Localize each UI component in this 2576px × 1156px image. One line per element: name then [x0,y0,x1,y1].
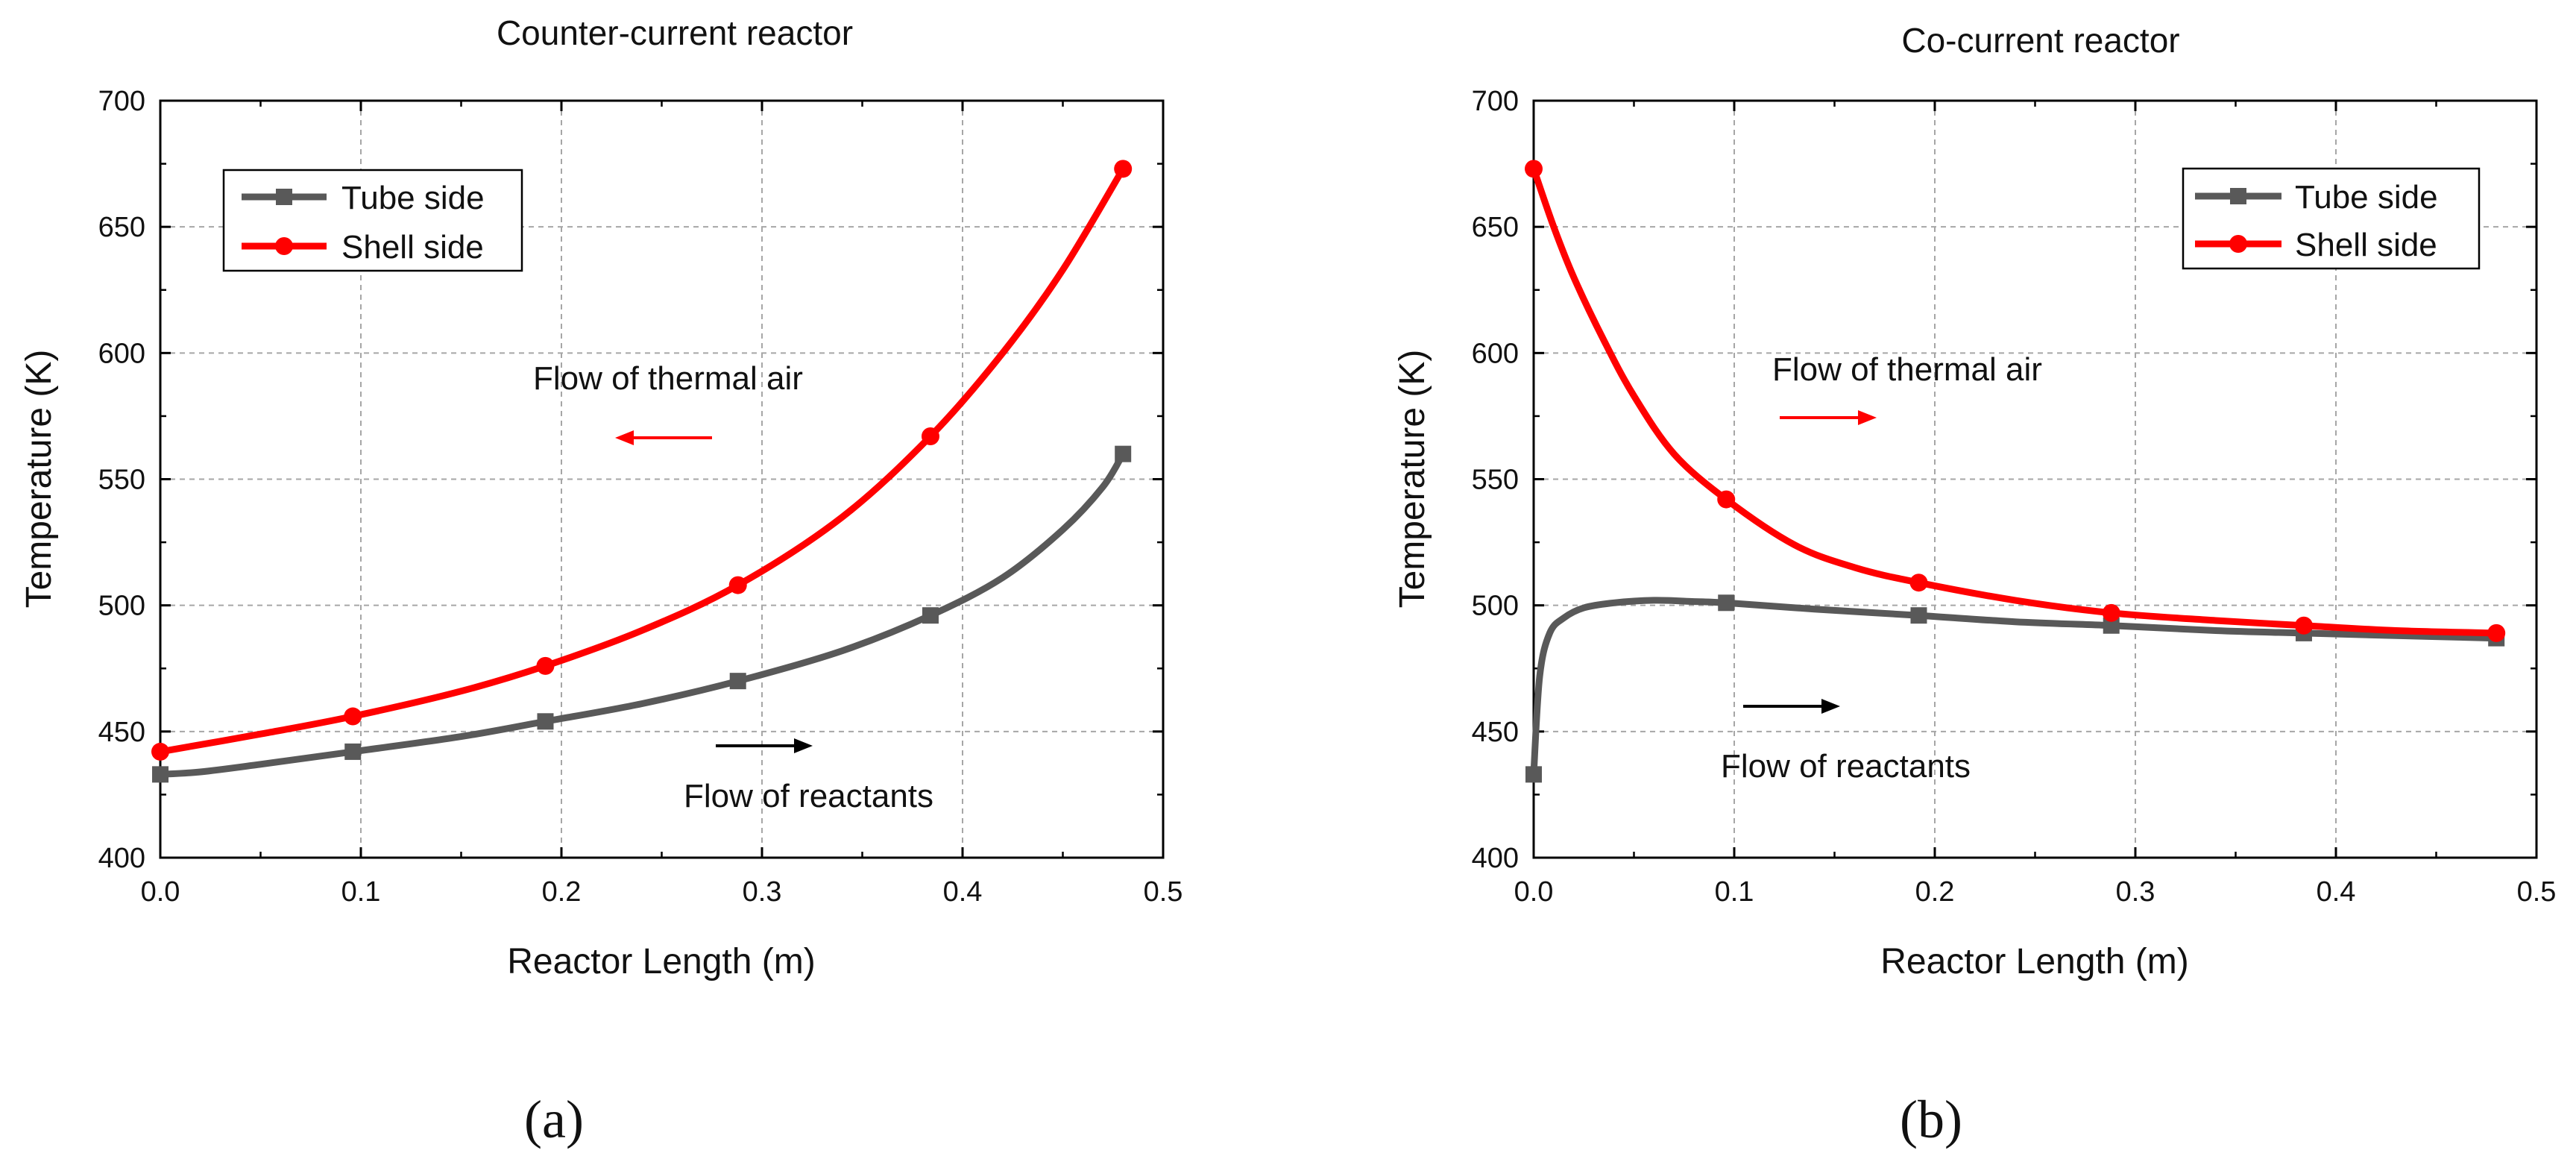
data-point-tube-side [2103,617,2120,634]
y-tick-label: 650 [98,212,145,243]
data-point-shell-side [2294,616,2313,635]
chart-title: Counter-current reactor [497,13,853,52]
legend-label-tube: Tube side [341,180,485,216]
y-tick-label: 500 [98,591,145,622]
x-tick-label: 0.1 [341,876,381,908]
arrow-right-icon [716,738,813,753]
x-tick-label: 0.1 [1715,876,1754,908]
y-tick-label: 500 [1472,591,1519,622]
x-tick-label: 0.4 [2317,876,2356,908]
y-tick-label: 700 [1472,86,1519,117]
y-axis: 400 450 500 550 600 650 700 [98,86,1163,874]
data-point-tube-side [1525,766,1542,783]
x-tick-label: 0.4 [943,876,983,908]
data-point-shell-side [1909,574,1928,592]
data-point-shell-side [2487,623,2506,642]
x-tick-label: 0.5 [2517,876,2557,908]
series-line-tube-side [1530,597,2500,778]
data-point-shell-side [151,742,169,761]
x-axis: 0.0 0.1 0.2 0.3 0.4 0.5 [141,101,1183,908]
data-point-shell-side [1717,490,1736,509]
y-tick-label: 450 [1472,717,1519,748]
data-point-shell-side [728,576,747,594]
data-point-shell-side [344,707,362,726]
x-axis-label: Reactor Length (m) [1880,942,2189,981]
x-tick-label: 0.0 [141,876,180,908]
y-tick-label: 700 [98,86,145,117]
panel-counter-current: Counter-current reactor 400 450 500 550 600 6… [19,13,1182,1149]
annotation-thermal-air: Flow of thermal air [1772,351,2042,388]
series-line-tube-side [157,450,1127,778]
y-tick-label: 400 [98,843,145,874]
data-point-tube-side [729,673,746,690]
x-tick-label: 0.3 [2116,876,2155,908]
legend-box [222,169,523,272]
data-point-shell-side [2102,603,2120,622]
annotation-reactants: Flow of reactants [1721,748,1971,785]
series-layer [151,160,1133,783]
grid [160,101,1163,858]
legend-marker-circle [275,237,293,255]
data-point-tube-side [152,766,169,783]
y-tick-label: 600 [98,338,145,369]
y-axis: 400 450 500 550 600 650 700 [1472,86,2536,874]
y-axis-label: Temperature (K) [1393,350,1432,609]
data-point-tube-side [344,743,362,760]
y-tick-label: 650 [1472,212,1519,243]
arrow-right-icon [1743,699,1840,714]
legend-marker-circle [2229,235,2247,253]
series-layer [1525,160,2506,783]
data-point-tube-side [1910,607,1927,624]
panel-label-b: (b) [1900,1090,1962,1149]
arrow-right-icon [1780,410,1877,425]
y-tick-label: 600 [1472,338,1519,369]
x-tick-label: 0.5 [1144,876,1183,908]
panel-co-current: Co-current reactor 400 450 500 550 600 650 700… [1393,21,2556,1149]
legend-label-shell: Shell side [341,229,484,266]
data-point-tube-side [537,713,554,730]
legend-label-shell: Shell side [2295,227,2437,263]
legend-marker-square [276,189,292,205]
legend-box [2182,167,2481,270]
legend: Tube side Shell side [222,169,523,272]
panel-label-a: (a) [524,1090,584,1149]
x-axis: 0.0 0.1 0.2 0.3 0.4 0.5 [1514,101,2557,908]
x-tick-label: 0.2 [542,876,582,908]
arrow-left-icon [615,430,712,445]
y-tick-label: 550 [1472,465,1519,496]
x-tick-label: 0.3 [743,876,782,908]
y-tick-label: 450 [98,717,145,748]
y-axis-label: Temperature (K) [19,350,59,609]
legend: Tube side Shell side [2182,167,2481,270]
y-tick-label: 400 [1472,843,1519,874]
data-point-shell-side [1525,160,1543,178]
y-tick-label: 550 [98,465,145,496]
chart-title: Co-current reactor [1901,21,2179,60]
data-point-shell-side [536,656,555,675]
data-point-shell-side [921,427,939,445]
data-point-tube-side [1115,445,1132,462]
x-tick-label: 0.2 [1915,876,1955,908]
legend-label-tube: Tube side [2295,179,2438,216]
x-tick-label: 0.0 [1514,876,1554,908]
data-point-shell-side [1114,160,1133,178]
legend-marker-square [2230,188,2246,204]
data-point-tube-side [1718,594,1735,612]
x-axis-label: Reactor Length (m) [507,942,816,981]
data-point-tube-side [922,607,939,624]
annotation-reactants: Flow of reactants [684,778,933,814]
series-line-shell-side [1530,165,2500,637]
annotation-thermal-air: Flow of thermal air [533,360,803,397]
